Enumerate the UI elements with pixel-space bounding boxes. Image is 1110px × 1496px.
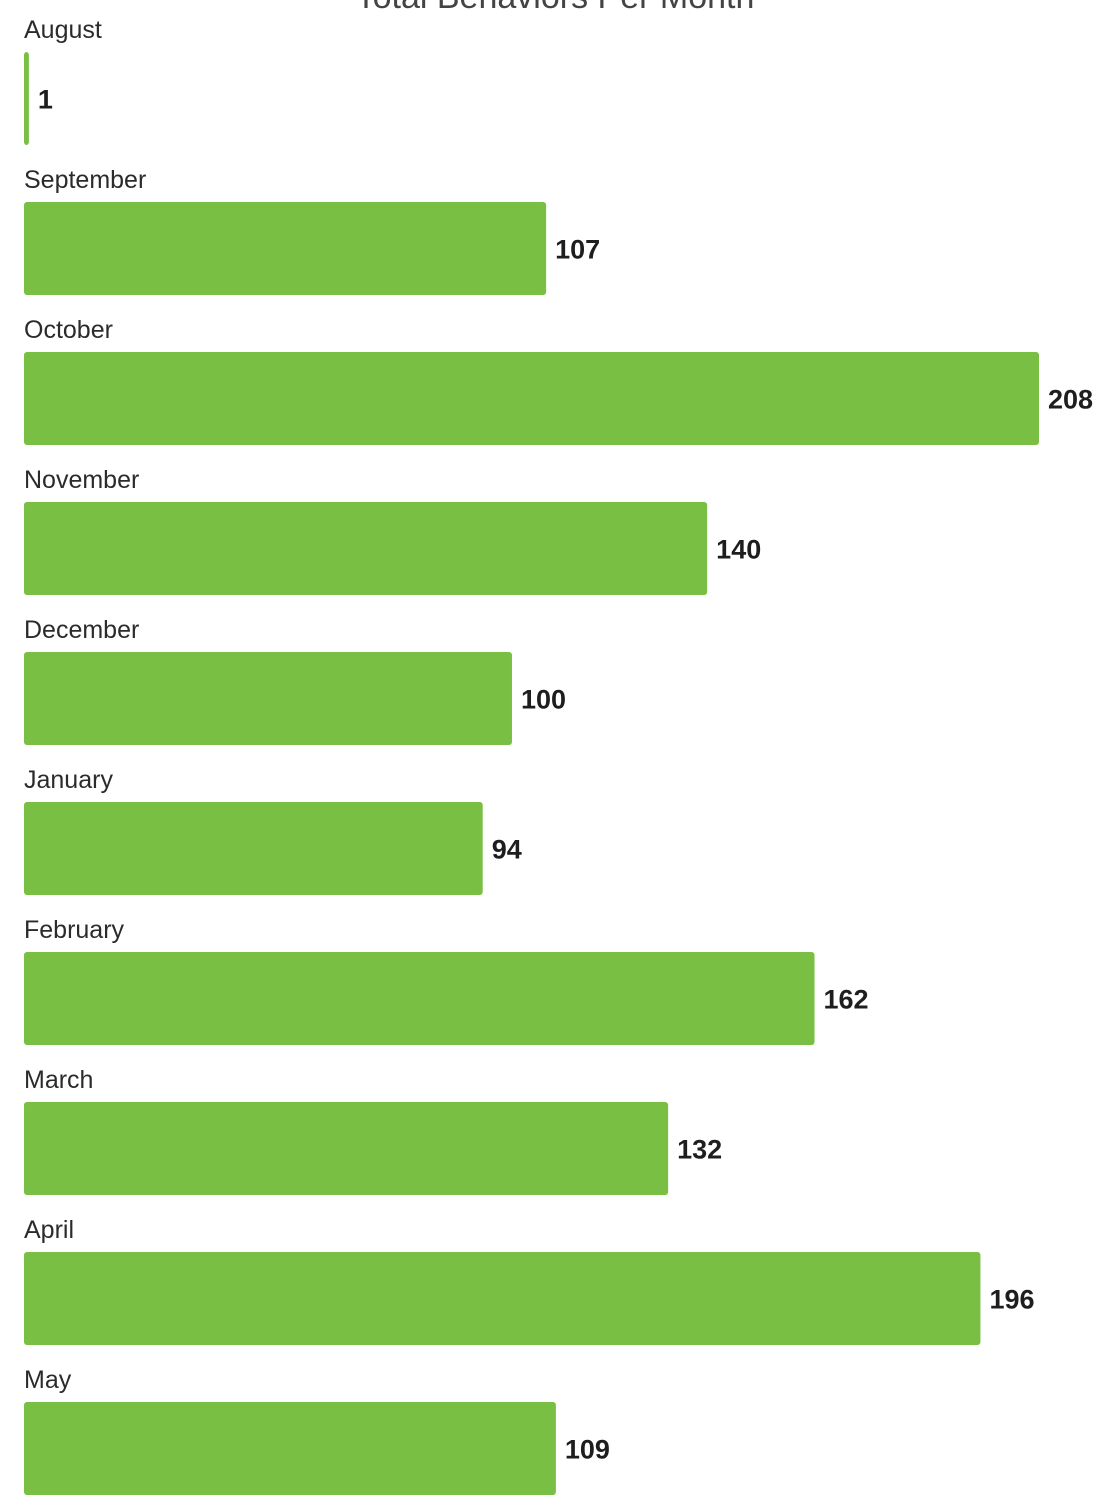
category-label-april: April — [24, 1216, 74, 1244]
bar-march — [24, 1102, 669, 1195]
chart-title: Total Behaviors Per Month — [0, 0, 1110, 17]
category-label-march: March — [24, 1066, 93, 1094]
value-label-may: 109 — [565, 1435, 610, 1465]
value-label-december: 100 — [521, 685, 566, 715]
value-label-january: 94 — [492, 835, 522, 865]
bar-september — [24, 202, 547, 295]
category-label-october: October — [24, 316, 113, 344]
bar-may — [24, 1402, 556, 1495]
category-label-december: December — [24, 616, 139, 644]
category-label-january: January — [24, 766, 113, 794]
bar-december — [24, 652, 512, 745]
bar-april — [24, 1252, 981, 1345]
bar-august — [24, 52, 29, 145]
bar-october — [24, 352, 1039, 445]
value-label-april: 196 — [989, 1285, 1034, 1315]
value-label-september: 107 — [555, 235, 600, 265]
category-label-august: August — [24, 16, 102, 44]
bar-november — [24, 502, 708, 595]
value-label-february: 162 — [824, 985, 869, 1015]
category-label-february: February — [24, 916, 125, 944]
value-label-march: 132 — [677, 1135, 722, 1165]
category-label-september: September — [24, 166, 146, 194]
value-label-october: 208 — [1048, 385, 1093, 415]
bar-january — [24, 802, 483, 895]
value-label-august: 1 — [38, 85, 53, 115]
bar-february — [24, 952, 815, 1045]
value-label-november: 140 — [716, 535, 761, 565]
category-label-november: November — [24, 466, 139, 494]
category-label-may: May — [24, 1366, 72, 1394]
